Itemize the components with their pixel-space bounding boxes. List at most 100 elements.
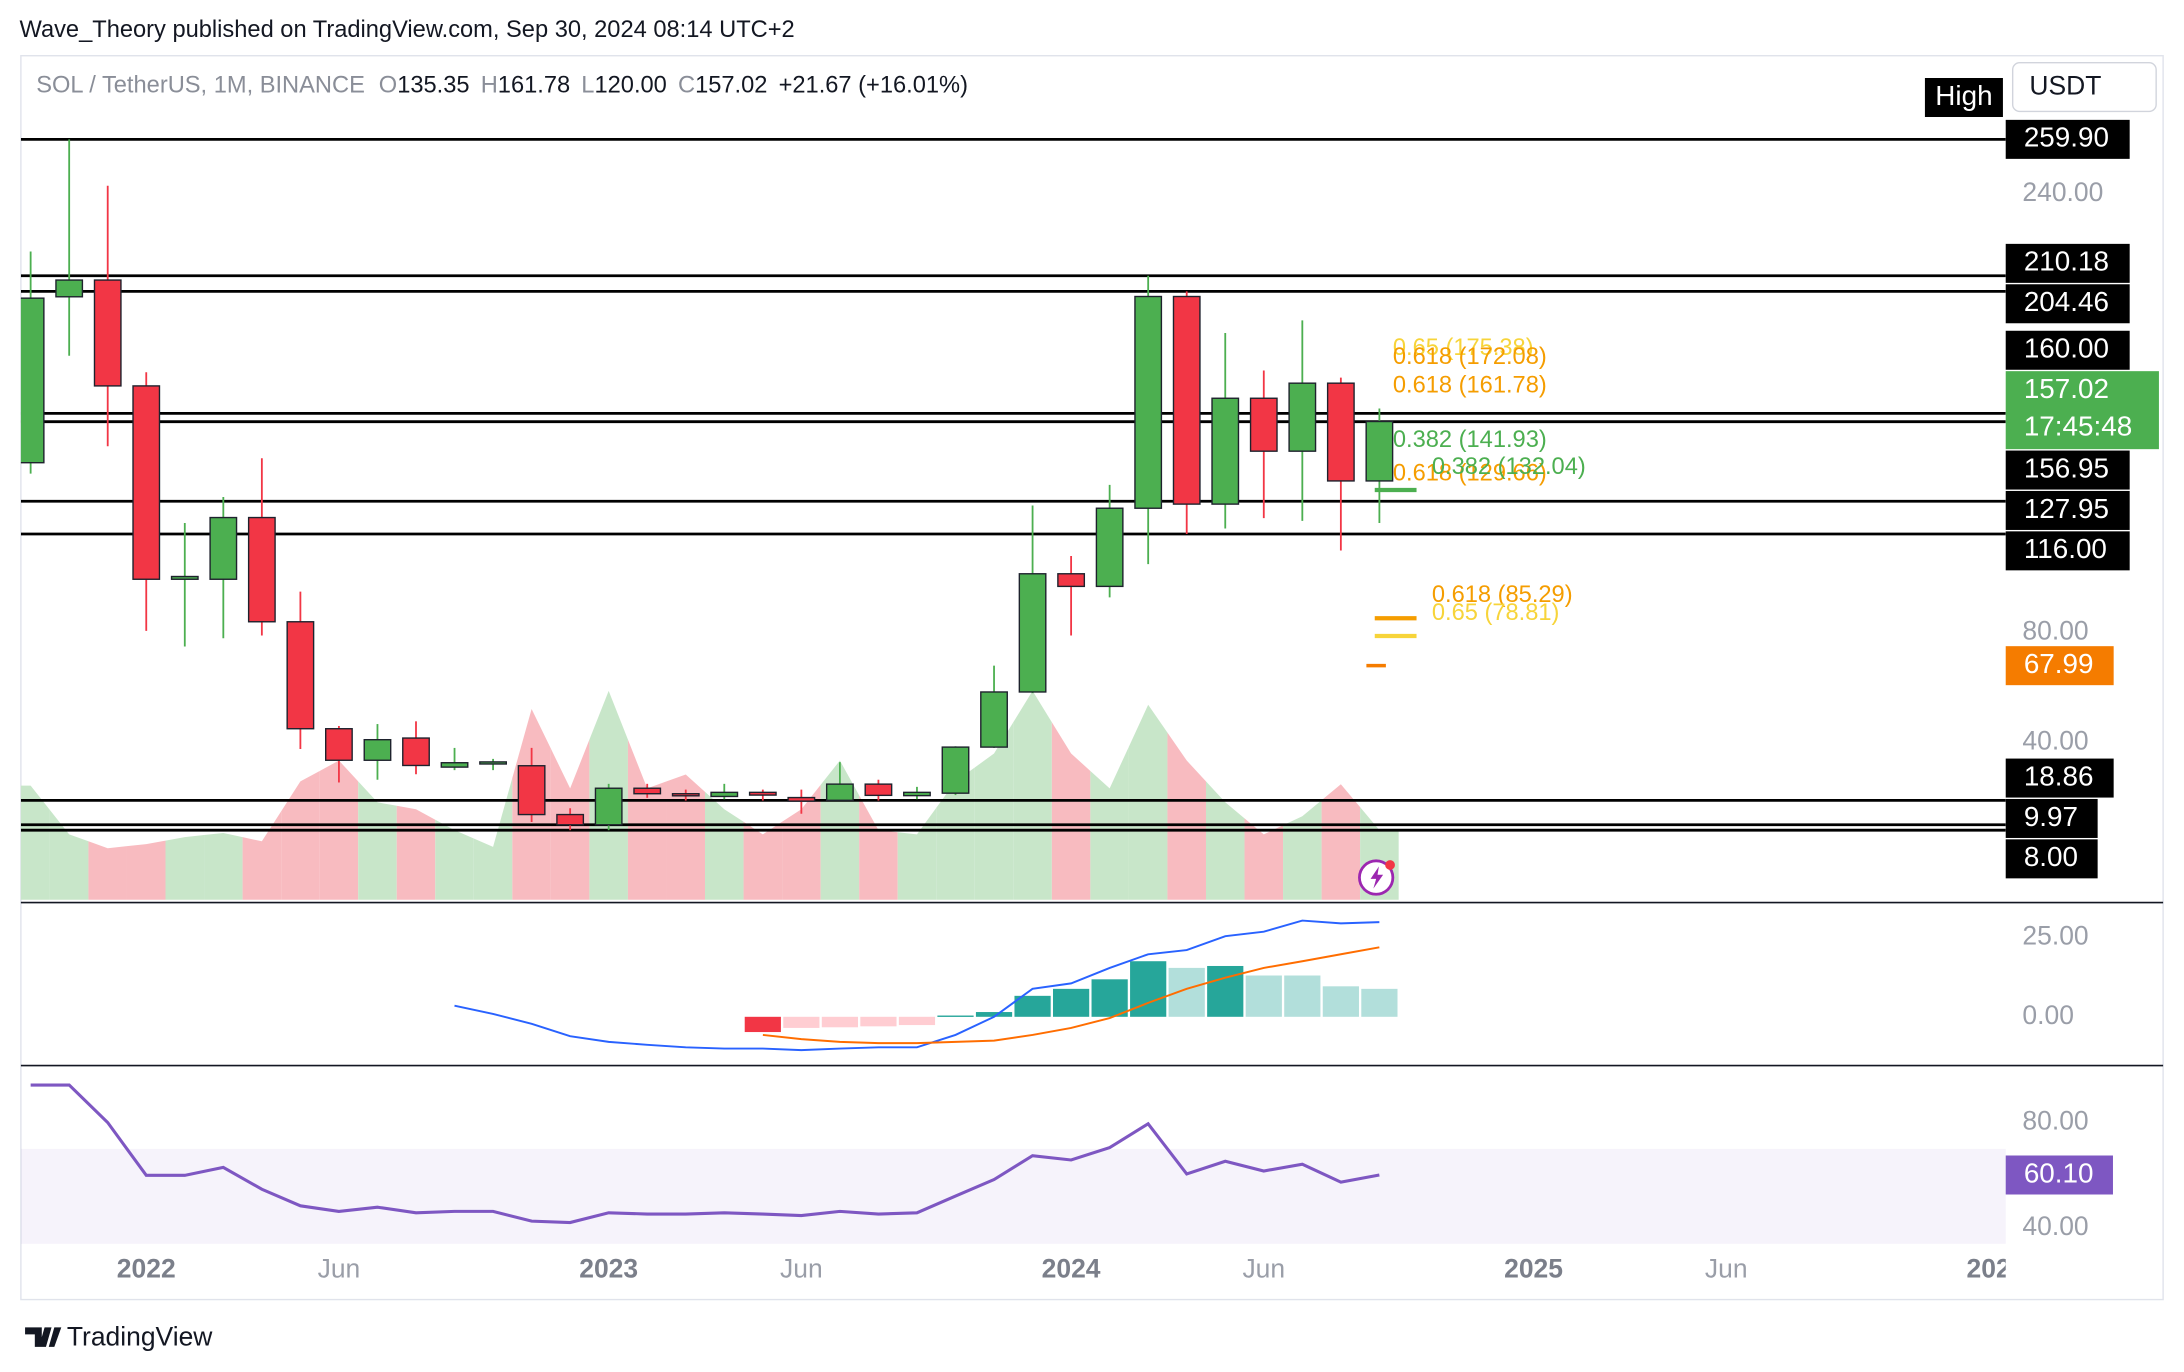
- x-tick-label: 2022: [117, 1253, 176, 1283]
- price-label: 157.02: [2024, 373, 2109, 404]
- volume-area: [974, 722, 1014, 900]
- volume-area: [165, 835, 205, 900]
- macd-line: [454, 919, 1380, 1052]
- candle-body: [1095, 507, 1124, 588]
- macd-histogram-bar: [1091, 979, 1128, 1017]
- ohlc-value: 161.78: [498, 73, 570, 99]
- price-label-box: [2005, 758, 2114, 798]
- macd-histogram-bar: [898, 1016, 936, 1026]
- x-tick-label: 2024: [1042, 1253, 1101, 1283]
- price-label: 67.99: [2024, 648, 2094, 679]
- candle-body: [1365, 420, 1394, 482]
- x-tick-label: Jun: [318, 1253, 361, 1283]
- x-tick-label: Jun: [1242, 1253, 1285, 1283]
- volume-area: [20, 785, 50, 900]
- macd-tick-label: 0.00: [2022, 1000, 2073, 1030]
- price-label-box: [2005, 798, 2098, 838]
- alert-icon[interactable]: [1358, 859, 1395, 896]
- price-pane: [20, 137, 2006, 900]
- price-label-box: [2005, 371, 2159, 450]
- volume-area: [473, 777, 513, 900]
- macd-histogram-bar: [744, 1016, 781, 1033]
- candle-body: [903, 791, 931, 797]
- volume-area: [859, 795, 898, 900]
- price-label: 116.00: [2024, 533, 2107, 564]
- price-label-box: [2005, 531, 2130, 571]
- price-label: 9.97: [2024, 801, 2078, 832]
- candle-body: [1249, 397, 1278, 452]
- currency-label[interactable]: USDT: [2029, 71, 2101, 101]
- countdown: 17:45:48: [2024, 411, 2132, 442]
- candle-body: [710, 791, 739, 798]
- candle-body: [286, 621, 315, 730]
- fib-label: 0.618 (85.29): [1432, 582, 1573, 608]
- rsi-band: [20, 1148, 2006, 1244]
- price-label: 210.18: [2024, 246, 2109, 277]
- candle-body: [1018, 573, 1047, 693]
- candle-body: [440, 762, 469, 768]
- ohlc-key: C: [678, 73, 695, 99]
- fib-label: 0.618 (172.08): [1393, 344, 1547, 370]
- rsi-tick-label: 80.00: [2022, 1105, 2088, 1135]
- price-label-box: [2005, 450, 2130, 490]
- volume-area: [1090, 746, 1129, 900]
- volume-area: [1051, 722, 1091, 900]
- candle-body: [1172, 295, 1201, 505]
- price-label-box: [2005, 330, 2130, 370]
- volume-area: [358, 781, 397, 900]
- symbol: SOL / TetherUS, 1M, BINANCE: [36, 73, 365, 99]
- candle-body: [402, 737, 430, 767]
- alert-bolt[interactable]: [1370, 866, 1384, 889]
- candle-body: [55, 279, 84, 298]
- x-tick-label: Jun: [780, 1253, 823, 1283]
- volume-area: [705, 791, 744, 900]
- macd-histogram-bar: [1014, 995, 1051, 1017]
- candle-body: [247, 516, 276, 623]
- volume-area: [242, 811, 282, 900]
- rsi-label: 60.10: [2024, 1157, 2094, 1188]
- volume-area: [627, 739, 667, 900]
- candle-body: [479, 761, 507, 765]
- candle-body: [20, 297, 45, 464]
- price-label: 127.95: [2024, 493, 2109, 524]
- price-label: 204.46: [2024, 286, 2109, 317]
- y-tick-label: 40.00: [2022, 725, 2088, 755]
- x-tick-label: 2023: [579, 1253, 638, 1283]
- candle-body: [864, 783, 893, 797]
- candle-body: [132, 385, 161, 580]
- macd-histogram-bar: [1284, 975, 1321, 1017]
- currency-button[interactable]: [2011, 61, 2157, 113]
- price-label: 8.00: [2024, 841, 2078, 872]
- volume-area: [126, 840, 166, 900]
- brand-name: TradingView: [67, 1322, 213, 1352]
- volume-area: [49, 809, 89, 900]
- alert-dot[interactable]: [1385, 860, 1395, 870]
- publisher-line: Wave_Theory published on TradingView.com…: [20, 17, 795, 43]
- ohlc-key: O: [379, 73, 397, 99]
- volume-area: [1244, 818, 1284, 900]
- y-tick-label: 240.00: [2022, 177, 2103, 207]
- price-label-box: [2005, 119, 2130, 159]
- y-tick-label: 80.00: [2022, 616, 2088, 646]
- candle-body: [324, 728, 353, 761]
- volume-area: [1321, 784, 1361, 900]
- candle-body: [594, 787, 623, 826]
- symbol-line: SOL / TetherUS, 1M, BINANCE O135.35 H161.7…: [36, 73, 968, 99]
- macd-histogram-bar: [937, 1015, 974, 1017]
- brand: TradingView: [25, 1322, 213, 1352]
- fib-label: 0.65 (78.81): [1432, 600, 1560, 626]
- high-tag-box: [1924, 78, 2003, 118]
- candle-body: [825, 783, 854, 801]
- volume-area: [1013, 690, 1052, 900]
- volume-area: [743, 821, 783, 900]
- candle-body: [517, 765, 546, 816]
- volume-area: [1128, 704, 1168, 900]
- ohlc-value: 120.00: [594, 73, 666, 99]
- price-label: 259.90: [2024, 122, 2109, 153]
- candle-body: [1326, 382, 1355, 482]
- macd-histogram-bar: [821, 1016, 858, 1028]
- rsi-tick-label: 40.00: [2022, 1211, 2088, 1241]
- ohlc-value: 157.02: [695, 73, 767, 99]
